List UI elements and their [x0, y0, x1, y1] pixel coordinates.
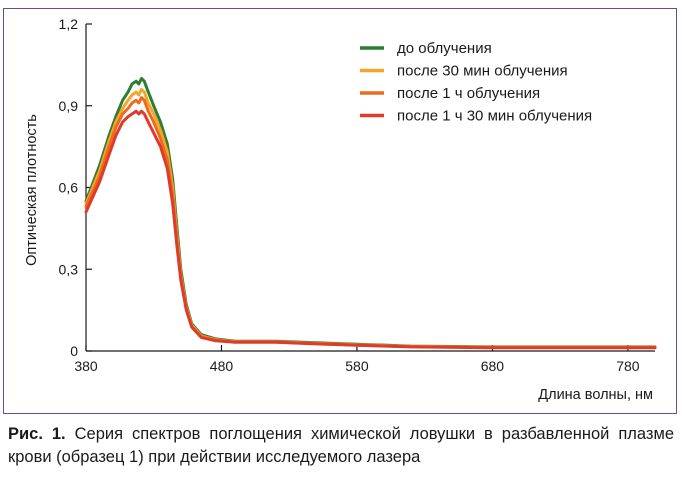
legend-entry: после 30 мин облучения	[397, 63, 568, 80]
figure-caption: Рис. 1. Серия спектров поглощения химиче…	[8, 423, 674, 469]
legend-entry: после 1 ч облучения	[397, 85, 540, 102]
caption-text: Серия спектров поглощения химической лов…	[8, 425, 674, 466]
axes-layer: 0 0,3 0,6 0,9 1,2 380 480 580 680 780	[59, 16, 655, 374]
y-tick-label: 0	[70, 343, 78, 359]
series-line-4	[84, 109, 657, 350]
series-layer	[84, 77, 657, 350]
x-axis-label: Длина волны, нм	[538, 387, 653, 403]
y-tick-label: 0,3	[59, 261, 79, 277]
series-line-2	[84, 87, 657, 349]
legend-entry: после 1 ч 30 мин облучения	[397, 108, 592, 125]
figure-frame	[3, 8, 677, 414]
x-tick-label: 480	[210, 358, 234, 374]
x-tick-label: 580	[345, 358, 369, 374]
series-line-3	[84, 96, 657, 349]
caption-label: Рис. 1.	[8, 425, 66, 443]
legend-entry: до облучения	[397, 40, 492, 57]
legend: до облучения после 30 мин облучения после …	[360, 40, 592, 125]
x-tick-label: 380	[74, 358, 98, 374]
y-tick-label: 0,6	[59, 180, 79, 196]
x-tick-label: 780	[616, 358, 640, 374]
y-axis-label: Оптическая плотность	[24, 114, 40, 266]
absorption-spectrum-chart: 0 0,3 0,6 0,9 1,2 380 480 580 680 780 до облучени…	[24, 16, 657, 403]
y-tick-label: 1,2	[59, 16, 79, 32]
x-tick-label: 680	[481, 358, 505, 374]
y-tick-label: 0,9	[59, 98, 79, 114]
